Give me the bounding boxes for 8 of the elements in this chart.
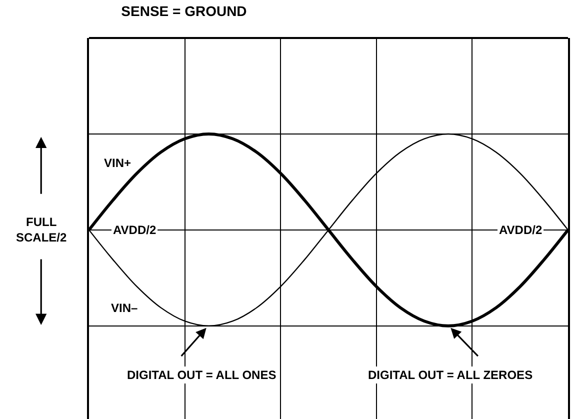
annotation: AVDD/2 xyxy=(499,223,542,237)
y-axis-title: FULL SCALE/2 xyxy=(16,215,68,245)
series-label: VIN+ xyxy=(104,156,132,170)
series-label: VIN– xyxy=(111,301,138,315)
chart-title: SENSE = GROUND xyxy=(121,3,247,20)
annotation: AVDD/2 xyxy=(113,223,156,237)
text: DIGITAL OUT = ALL ONES xyxy=(127,368,276,382)
text: DIGITAL OUT = ALL ZEROES xyxy=(368,368,533,382)
